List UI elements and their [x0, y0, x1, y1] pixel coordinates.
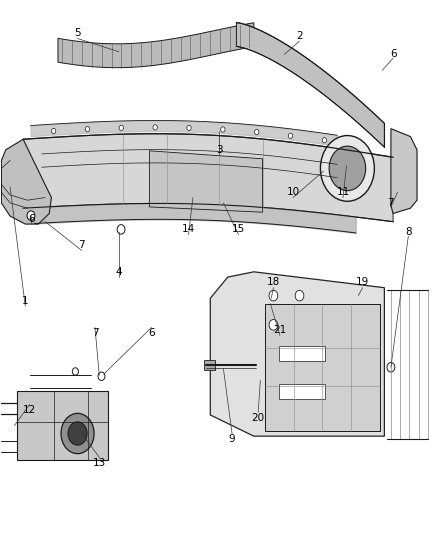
- Text: 19: 19: [356, 277, 369, 287]
- FancyBboxPatch shape: [279, 345, 325, 361]
- Text: 6: 6: [28, 214, 35, 224]
- Circle shape: [61, 414, 94, 454]
- Text: 18: 18: [267, 277, 280, 287]
- Circle shape: [288, 133, 293, 139]
- Text: 20: 20: [251, 413, 265, 423]
- Text: 8: 8: [405, 227, 412, 237]
- Text: 3: 3: [215, 145, 223, 155]
- Circle shape: [98, 372, 105, 381]
- Circle shape: [27, 211, 35, 220]
- Text: 6: 6: [390, 50, 396, 59]
- FancyBboxPatch shape: [204, 360, 215, 370]
- FancyBboxPatch shape: [265, 304, 380, 431]
- Text: 13: 13: [93, 458, 106, 467]
- Text: 2: 2: [296, 31, 303, 41]
- Circle shape: [356, 143, 360, 148]
- Circle shape: [269, 319, 278, 330]
- Circle shape: [322, 138, 327, 143]
- Circle shape: [269, 290, 278, 301]
- Text: 15: 15: [232, 224, 245, 235]
- Circle shape: [119, 125, 124, 131]
- Polygon shape: [237, 22, 385, 147]
- Polygon shape: [58, 23, 254, 68]
- Text: 1: 1: [22, 296, 28, 306]
- Polygon shape: [210, 272, 385, 436]
- Text: 7: 7: [92, 328, 98, 338]
- Text: 9: 9: [229, 434, 235, 444]
- Text: 10: 10: [286, 187, 300, 197]
- Text: 7: 7: [78, 240, 85, 251]
- Circle shape: [221, 127, 225, 132]
- Circle shape: [72, 368, 78, 375]
- Circle shape: [187, 125, 191, 131]
- FancyBboxPatch shape: [17, 391, 108, 460]
- Text: 21: 21: [273, 325, 286, 335]
- Circle shape: [153, 125, 157, 130]
- Text: 6: 6: [148, 328, 155, 338]
- Text: 14: 14: [182, 224, 195, 235]
- Circle shape: [51, 128, 56, 134]
- Polygon shape: [23, 134, 393, 222]
- Circle shape: [321, 135, 374, 201]
- Text: 12: 12: [23, 405, 36, 415]
- Circle shape: [117, 224, 125, 234]
- Polygon shape: [149, 151, 262, 212]
- Circle shape: [387, 362, 395, 372]
- Text: 4: 4: [116, 267, 122, 277]
- Circle shape: [254, 130, 259, 135]
- Circle shape: [85, 126, 90, 132]
- FancyBboxPatch shape: [279, 384, 325, 399]
- Circle shape: [329, 146, 366, 191]
- Text: 7: 7: [388, 198, 394, 208]
- Circle shape: [68, 422, 87, 445]
- Polygon shape: [1, 139, 51, 224]
- Polygon shape: [391, 128, 417, 214]
- Text: 11: 11: [336, 187, 350, 197]
- Circle shape: [295, 290, 304, 301]
- Text: 5: 5: [74, 28, 81, 38]
